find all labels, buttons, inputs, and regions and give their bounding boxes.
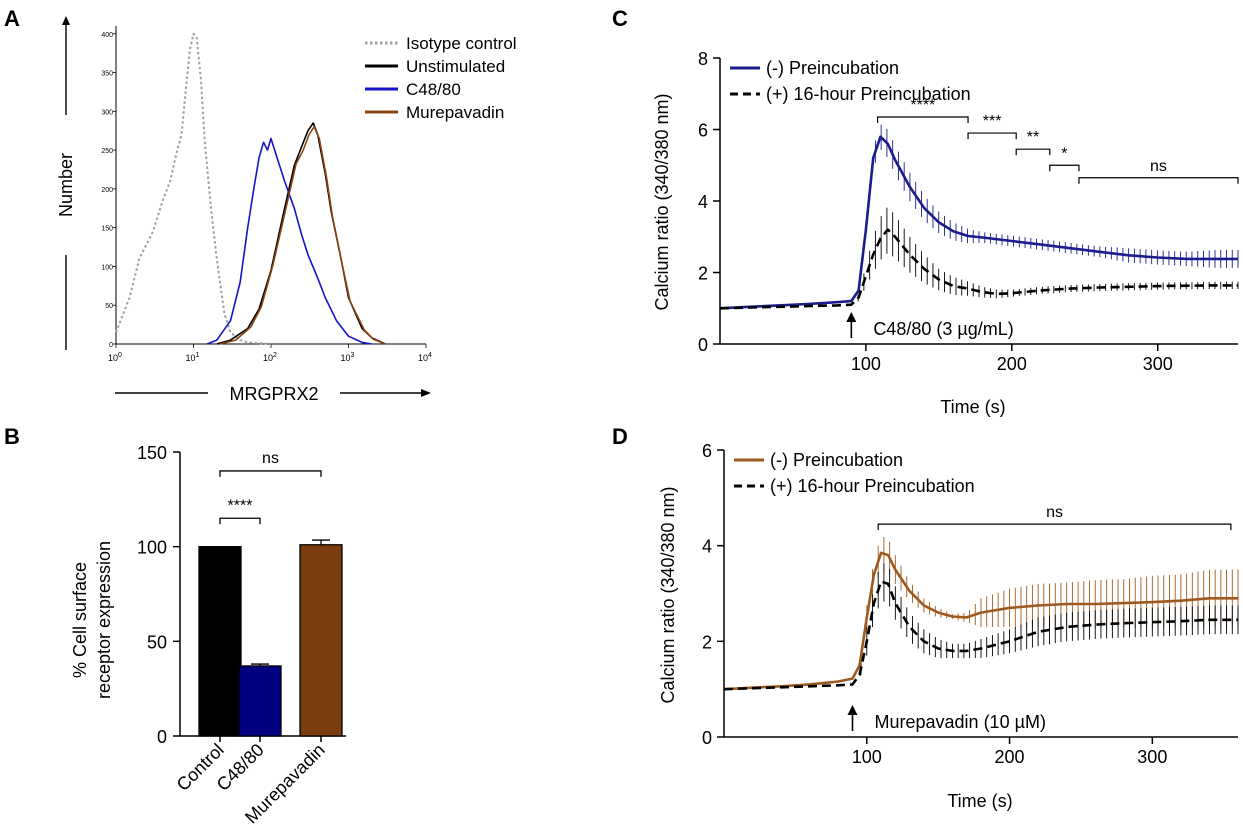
panel-label-a: A [4,6,20,31]
panel-d-x-tick-label: 300 [1137,747,1167,767]
panel-a-y-tick-label: 100 [101,264,113,271]
panel-a-legend-label: Murepavadin [406,103,504,122]
panel-c-significance-label: **** [910,97,935,114]
panel-a-x-tick-label: 103 [341,352,355,363]
panel-a-plot-area: 0 50 100 150 200 250 300 350 400 100 101 102 103 104 [101,26,432,363]
panel-a-legend-label: C48/80 [406,80,461,99]
panel-a-series-c48-80 [206,137,372,345]
panel-a-y-axis-label: Number [56,153,76,217]
panel-a-x-tick-label: 102 [263,352,277,363]
panel-b-significance-label: ns [262,450,279,467]
panel-a-legend-label: Isotype control [406,34,517,53]
panel-b-significance-label: **** [228,497,253,514]
panel-a-y-arrowhead [62,16,70,25]
panel-c-significance-bracket [967,132,1017,140]
panel-c-significance-label: ns [1150,158,1167,175]
panel-c-stimulus-label: C48/80 (3 µg/mL) [873,319,1013,339]
panel-c-x-tick-label: 100 [851,354,881,374]
panel-d-x-tick-label: 200 [995,747,1025,767]
panel-d-x-tick-label: 100 [852,747,882,767]
panel-c-stimulus-arrowhead [846,312,857,322]
panel-d-y-axis-label: Calcium ratio (340/380 nm) [658,486,678,703]
panel-c-x-axis-label: Time (s) [940,397,1005,417]
panel-b-y-tick-label: 0 [157,727,167,747]
panel-d-calcium-trace: Calcium ratio (340/380 nm) Time (s) 0 2 4 6… [658,441,1239,811]
panel-b-y-axis-label-line2: receptor expression [94,541,114,699]
panel-c-significance-bracket [1015,148,1051,156]
panel-c-significance-bracket [1078,177,1239,184]
panel-a-histogram: Number MRGPRX2 0 50 100 150 200 250 300 350 400 1… [56,16,517,404]
panel-d-y-tick-label: 4 [702,537,712,557]
panel-b-significance-bracket [219,470,322,477]
panel-b-significance-bracket [219,517,261,525]
panel-c-significance-bracket [876,116,969,123]
panel-label-b: B [4,424,20,449]
panel-label-c: C [612,6,628,31]
panel-a-x-arrowhead [421,389,431,397]
panel-c-significance-label: * [1061,145,1067,162]
panel-b-bar-chart: % Cell surface receptor expression 0 50 10… [70,443,346,827]
panel-c-error-bars-2 [857,207,1239,302]
panel-c-significance-label: *** [983,113,1002,130]
panel-d-y-tick-label: 6 [702,441,712,461]
panel-b-y-tick-label: 50 [147,632,167,652]
panel-c-significance-label: ** [1027,129,1039,146]
panel-a-y-tick-label: 300 [101,109,113,116]
panel-c-y-tick-label: 4 [698,192,708,212]
panel-a-x-tick-label: 101 [186,352,200,363]
panel-a-y-tick-label: 200 [101,187,113,194]
panel-d-stimulus-label: Murepavadin (10 µM) [875,712,1046,732]
panel-d-stimulus-arrowhead [847,705,858,715]
panel-b-y-axis-label-line1: % Cell surface [70,562,90,678]
panel-d-x-axis-label: Time (s) [947,791,1012,811]
panel-d-legend-label: (-) Preincubation [770,450,903,470]
panel-a-x-axis-label: MRGPRX2 [229,384,318,404]
panel-c-legend-label: (+) 16-hour Preincubation [766,84,971,104]
panel-c-x-tick-label: 300 [1143,354,1173,374]
panel-c-calcium-trace: Calcium ratio (340/380 nm) Time (s) 0 2 4 6… [652,49,1239,417]
panel-a-y-tick-label: 400 [101,32,113,39]
panel-a-legend: Isotype control Unstimulated C48/80 Murepav… [365,34,517,122]
panel-c-y-axis-label: Calcium ratio (340/380 nm) [652,93,672,310]
panel-a-legend-label: Unstimulated [406,57,505,76]
panel-c-y-tick-label: 2 [698,264,708,284]
panel-d-significance-label: ns [1046,504,1063,521]
panel-c-y-tick-label: 8 [698,49,708,69]
panel-b-y-tick-label: 100 [137,538,167,558]
panel-c-y-tick-label: 6 [698,121,708,141]
panel-a-y-tick-label: 150 [101,226,113,233]
panel-c-series-1 [719,135,1238,310]
panel-a-y-tick-label: 350 [101,71,113,78]
panel-b-y-tick-label: 150 [137,443,167,463]
panel-a-x-tick-label: 100 [108,352,122,363]
panel-c-legend-label: (-) Preincubation [766,58,899,78]
panel-c-plot-area: 0 2 4 6 8 100 200 300 (-) Preincubation (+) 16-ho… [698,49,1239,374]
panel-d-plot-area: 0 2 4 6 100 200 300 (-) Preincubation (+) 16-hou… [702,441,1239,767]
panel-d-legend-label: (+) 16-hour Preincubation [770,476,975,496]
panel-c-series-2 [719,228,1238,310]
panel-b-bar-control [198,546,242,737]
panel-a-series-isotype-control [115,32,272,345]
panel-label-d: D [612,424,628,449]
panel-d-y-tick-label: 2 [702,632,712,652]
panel-a-y-tick-label: 0 [109,342,113,349]
panel-d-series-2 [723,580,1238,691]
panel-d-series-1 [723,551,1238,691]
panel-a-y-tick-label: 250 [101,148,113,155]
panel-d-significance-bracket [877,523,1232,531]
panel-c-y-tick-label: 0 [698,335,708,355]
panel-a-x-tick-label: 104 [418,352,432,363]
panel-b-bar-c48-80 [238,665,282,737]
panel-c-significance-bracket [1049,164,1080,172]
panel-a-series-murepavadin [219,126,386,345]
panel-c-error-bars-1 [857,124,1239,293]
panel-a-y-tick-label: 50 [105,303,113,310]
panel-c-x-tick-label: 200 [997,354,1027,374]
panel-d-y-tick-label: 0 [702,728,712,748]
panel-b-bar-murepavadin [299,544,343,737]
